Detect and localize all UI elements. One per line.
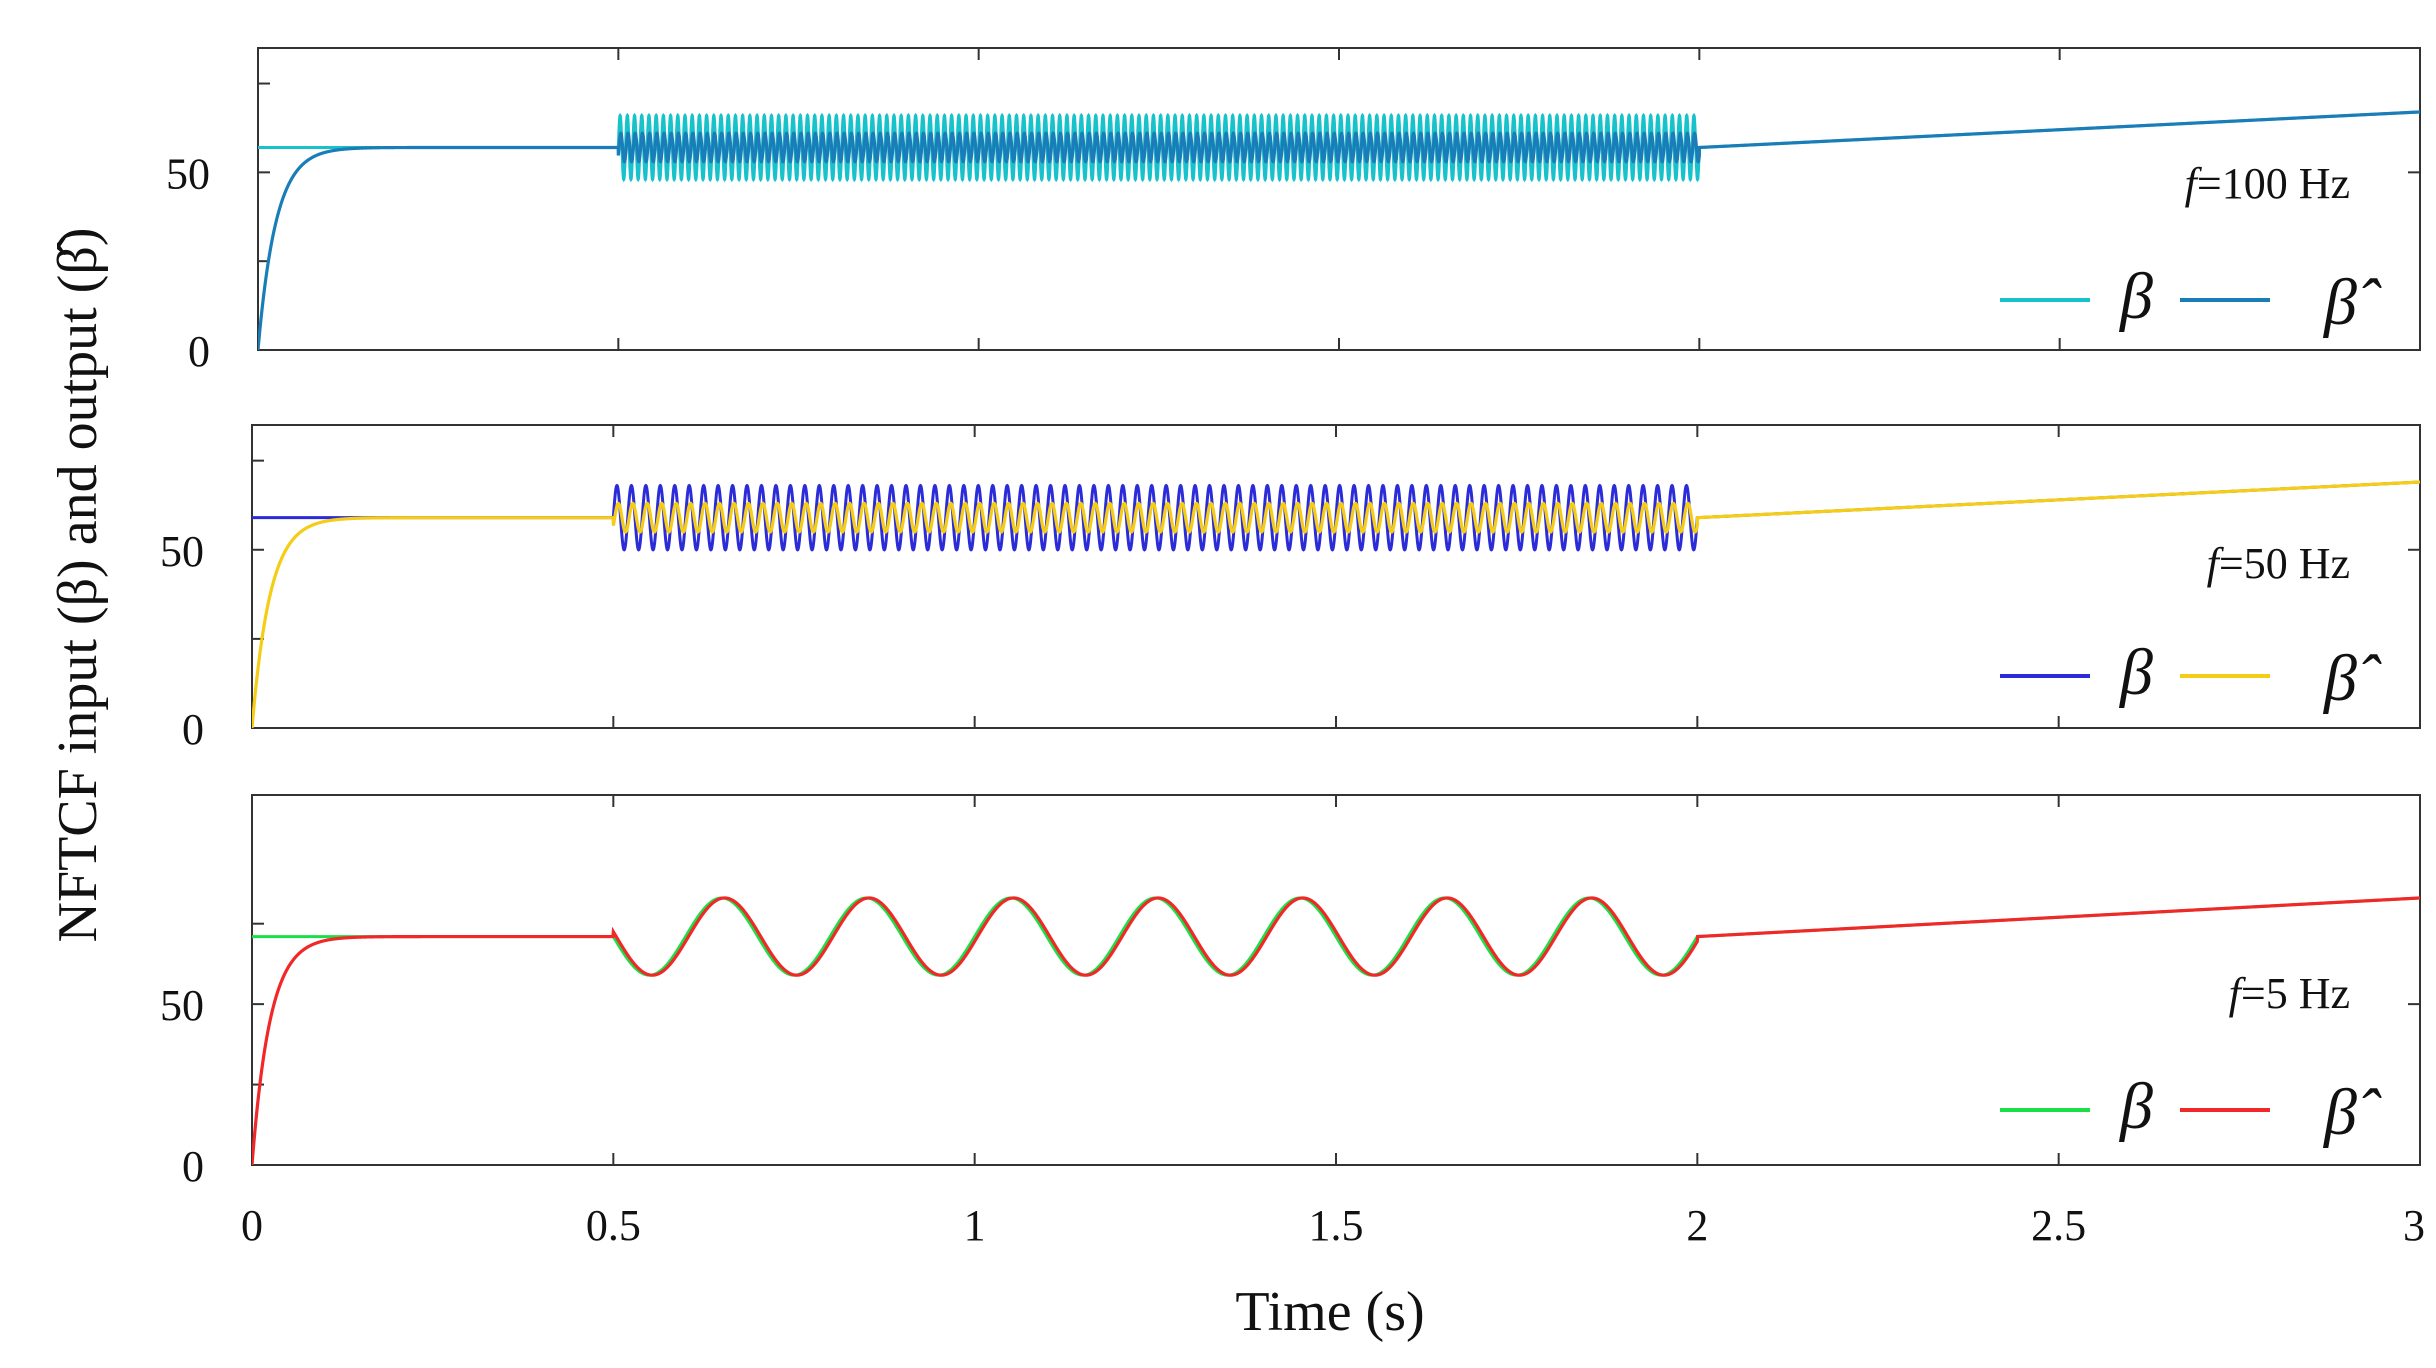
x-tick-labels: 0 0.5 1 1.5 2 2.5 3 — [241, 1201, 2425, 1250]
legend-label-beta: β — [2118, 260, 2153, 333]
plot-frame — [251, 424, 2421, 729]
y-tick-label: 0 — [182, 1142, 204, 1191]
plot-frame — [251, 794, 2421, 1166]
legend-label-beta-hat: β̂ — [2322, 1076, 2382, 1149]
frequency-label: f=5 Hz — [2229, 969, 2350, 1018]
y-tick-label: 0 — [188, 327, 210, 376]
x-tick-label: 2.5 — [2031, 1201, 2086, 1250]
x-tick-label: 2 — [1686, 1201, 1708, 1250]
plot-frame — [257, 47, 2421, 351]
panel-100hz: 0 50 f=100 Hz β β̂ — [166, 47, 2421, 376]
x-tick-label: 3 — [2403, 1201, 2425, 1250]
series-line-beta-hat — [252, 896, 2420, 1165]
y-tick-label: 50 — [160, 981, 204, 1030]
series-line-beta-hat — [252, 480, 2420, 728]
y-tick-label: 0 — [182, 705, 204, 754]
legend-label-beta-hat: β̂ — [2322, 266, 2382, 339]
panel-5hz: 0 50 f=5 Hz β β̂ — [160, 794, 2421, 1191]
x-tick-label: 0.5 — [586, 1201, 641, 1250]
legend-label-beta-hat: β̂ — [2322, 642, 2382, 715]
frequency-label: f=50 Hz — [2207, 539, 2350, 588]
x-tick-label: 0 — [241, 1201, 263, 1250]
y-tick-label: 50 — [160, 527, 204, 576]
series-line-beta-hat — [258, 110, 2420, 350]
x-tick-label: 1 — [964, 1201, 986, 1250]
series-line-beta — [252, 480, 2420, 552]
panel-50hz: 0 50 f=50 Hz β β̂ — [160, 424, 2421, 754]
legend-label-beta: β — [2118, 636, 2153, 709]
y-axis-label: NFTCF input (β) and output (β̂) — [47, 228, 109, 943]
x-axis-label: Time (s) — [1235, 1281, 1424, 1343]
y-tick-label: 50 — [166, 149, 210, 198]
frequency-label: f=100 Hz — [2185, 159, 2350, 208]
legend-label-beta: β — [2118, 1070, 2153, 1143]
x-tick-label: 1.5 — [1309, 1201, 1364, 1250]
